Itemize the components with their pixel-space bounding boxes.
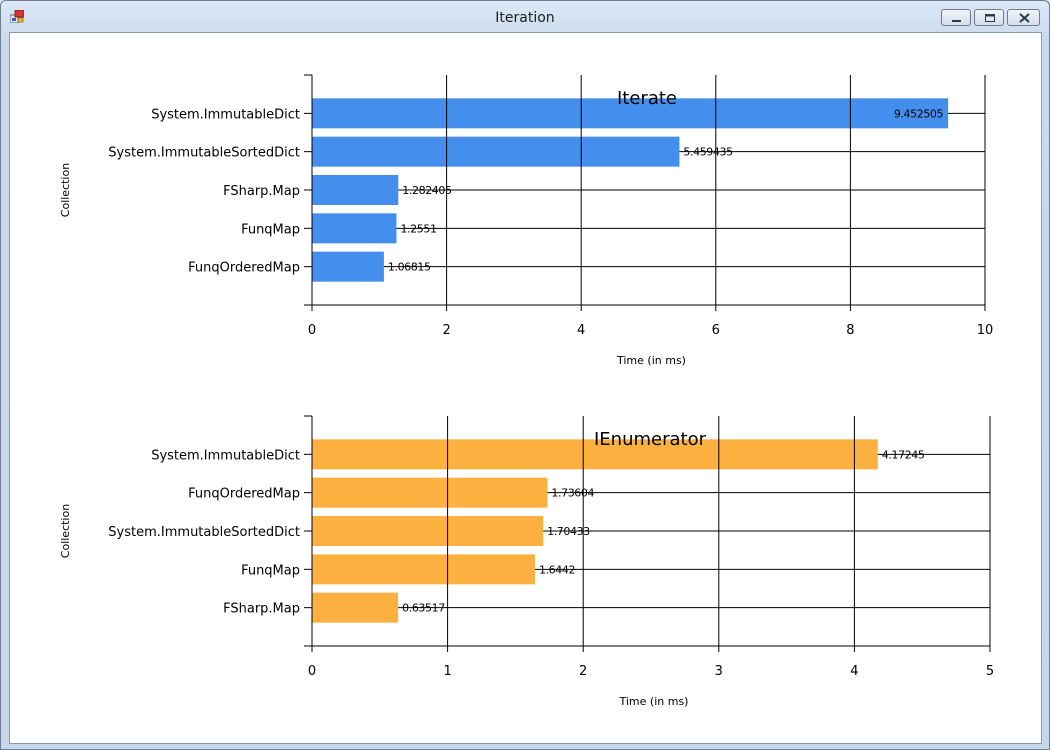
caption-buttons — [938, 9, 1040, 27]
category-label: FunqOrderedMap — [188, 487, 300, 502]
x-tick-label: 8 — [846, 323, 854, 338]
bar[interactable] — [312, 251, 384, 282]
x-tick-label: 2 — [442, 323, 450, 338]
chart-title: Iterate — [617, 88, 677, 109]
data-label: 1.70433 — [547, 525, 590, 538]
app-icon — [10, 10, 24, 23]
title-bar[interactable]: Iteration — [1, 1, 1049, 32]
bar[interactable] — [312, 592, 399, 623]
data-label: 1.2551 — [400, 222, 436, 235]
minimize-icon — [952, 20, 961, 22]
window-title: Iteration — [495, 10, 555, 26]
restore-icon — [985, 14, 995, 22]
data-label: 1.282405 — [402, 184, 452, 197]
category-label: System.ImmutableDict — [151, 448, 300, 463]
category-label: System.ImmutableSortedDict — [108, 525, 300, 540]
minimize-button[interactable] — [941, 9, 971, 26]
chart-area: 0 2 4 6 8 10 System.ImmutableDict System.Immuta… — [9, 32, 1042, 744]
x-tick-label: 10 — [977, 323, 994, 338]
chart-0: 0 2 4 6 8 10 System.ImmutableDict System.Immuta… — [59, 74, 994, 367]
chart-title: IEnumerator — [594, 429, 707, 450]
x-tick-label: 4 — [577, 323, 585, 338]
bar[interactable] — [312, 477, 548, 508]
x-tick-label: 6 — [712, 323, 720, 338]
category-label: FunqMap — [241, 563, 300, 578]
category-label: FunqMap — [241, 222, 300, 237]
y-axis-title: Collection — [59, 163, 72, 217]
bar[interactable] — [312, 136, 680, 167]
close-button[interactable] — [1007, 9, 1040, 26]
bar[interactable] — [312, 439, 878, 470]
category-label: FSharp.Map — [223, 602, 300, 617]
x-tick-label: 0 — [308, 323, 316, 338]
data-label: 1.6442 — [539, 563, 575, 576]
x-tick-label: 1 — [443, 664, 451, 679]
bar[interactable] — [312, 98, 949, 129]
data-label: 0.63517 — [402, 602, 445, 615]
x-tick-label: 3 — [715, 664, 723, 679]
category-label: FunqOrderedMap — [188, 261, 300, 276]
restore-button[interactable] — [974, 9, 1004, 26]
bar[interactable] — [312, 213, 397, 244]
category-label: System.ImmutableDict — [151, 107, 300, 122]
data-label: 4.17245 — [882, 448, 925, 461]
y-axis-title: Collection — [59, 504, 72, 558]
x-tick-label: 2 — [579, 664, 587, 679]
data-label: 1.06815 — [388, 261, 431, 274]
category-label: System.ImmutableSortedDict — [108, 146, 300, 161]
bar[interactable] — [312, 516, 544, 546]
close-icon — [1019, 13, 1030, 23]
chart-1: 0 1 2 3 4 5 System.ImmutableDict FunqOrderedMap… — [59, 415, 994, 708]
x-axis-title: Time (in ms) — [619, 695, 689, 708]
data-label: 9.452505 — [894, 107, 944, 120]
x-axis-title: Time (in ms) — [616, 354, 686, 367]
data-label: 5.459435 — [683, 146, 733, 159]
bar[interactable] — [312, 175, 399, 205]
category-label: FSharp.Map — [223, 184, 300, 199]
x-tick-label: 0 — [308, 664, 316, 679]
bar[interactable] — [312, 554, 535, 585]
charts-canvas: 0 2 4 6 8 10System.ImmutableDictSystem.Immuta… — [59, 74, 994, 708]
data-label: 1.73604 — [551, 487, 594, 500]
x-tick-label: 4 — [850, 664, 858, 679]
x-tick-label: 5 — [986, 664, 994, 679]
